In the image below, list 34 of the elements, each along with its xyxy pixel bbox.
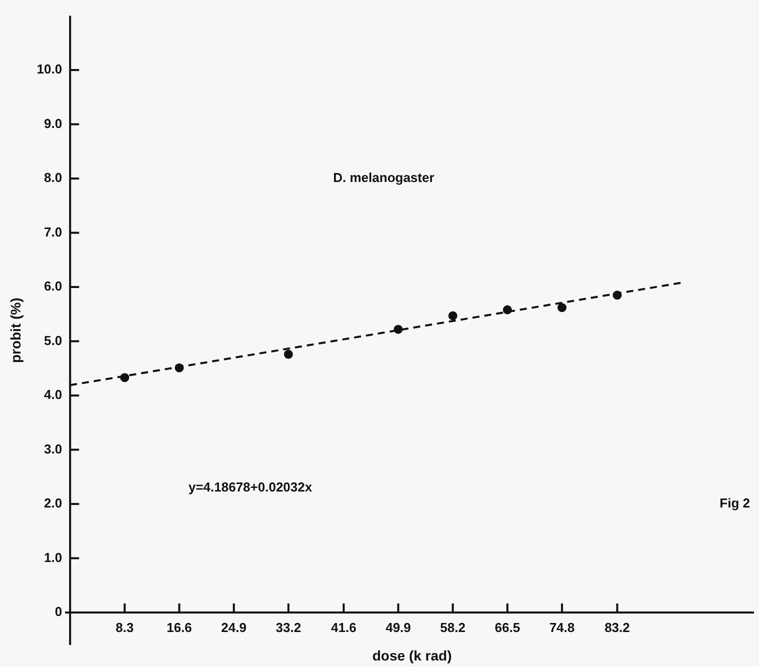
point xyxy=(174,363,184,372)
y-tick-label: 8.0 xyxy=(44,170,62,186)
x-tick-label: 41.6 xyxy=(331,620,356,635)
x-tick-label: 24.9 xyxy=(221,620,246,635)
y-tick-label: 5.0 xyxy=(44,332,62,348)
y-tick-label: 1.0 xyxy=(44,550,62,565)
point xyxy=(448,311,458,320)
x-tick-label: 33.2 xyxy=(276,620,302,635)
annotation: y=4.18678+0.02032x xyxy=(188,479,313,494)
x-tick-label: 66.5 xyxy=(494,620,520,635)
annotation: D. melanogaster xyxy=(333,170,434,186)
point xyxy=(120,373,130,382)
y-tick-label: 10.0 xyxy=(36,62,62,77)
y-tick-label: 3.0 xyxy=(44,441,62,456)
y-tick-label: 9.0 xyxy=(44,116,62,131)
point xyxy=(502,305,512,314)
x-tick-label: 83.2 xyxy=(604,620,630,635)
y-axis-title: probit (%) xyxy=(7,298,24,364)
x-tick-label: 8.3 xyxy=(116,620,134,635)
x-tick-label: 74.8 xyxy=(549,620,575,635)
x-tick-label: 58.2 xyxy=(440,620,466,635)
point xyxy=(612,290,622,300)
point xyxy=(394,324,403,334)
y-tick-label: 2.0 xyxy=(44,496,62,511)
point xyxy=(284,350,293,359)
annotation: Fig 2 xyxy=(720,496,750,511)
y-tick-label: 4.0 xyxy=(44,387,62,402)
x-axis-title: dose (k rad) xyxy=(372,647,452,664)
point xyxy=(557,303,566,312)
y-tick-label: 6.0 xyxy=(44,278,62,294)
x-tick-label: 49.9 xyxy=(386,620,411,635)
x-tick-label: 16.6 xyxy=(166,620,192,635)
y-tick-label: 7.0 xyxy=(44,224,62,240)
y-tick-label: 0 xyxy=(54,604,62,620)
